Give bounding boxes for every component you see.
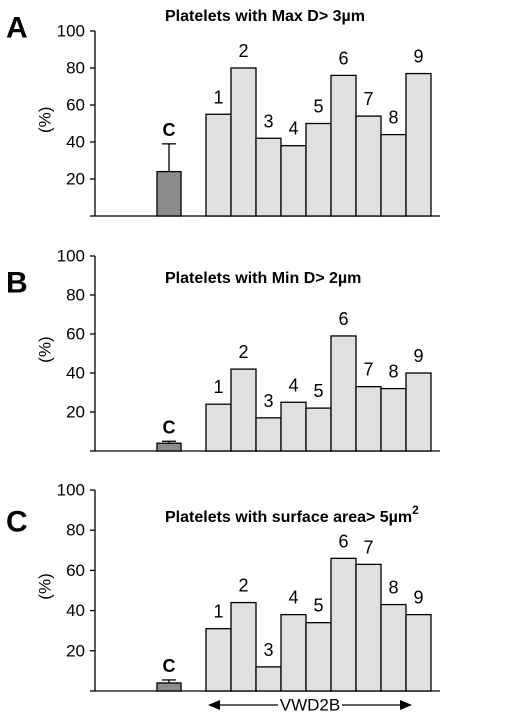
control-bar [156,682,182,692]
y-tick-label: 40 [66,133,85,152]
bar-9 [405,372,432,452]
bar-label-9: 9 [413,588,423,608]
bar-8 [380,133,407,217]
chart-title: Platelets with surface area> 5µm2 [165,503,419,526]
y-tick-label: 20 [66,403,85,422]
bar-label-8: 8 [388,578,398,598]
y-tick-label: 40 [66,601,85,620]
y-axis-label: (%) [36,336,55,362]
arrow-right-head-icon [400,700,412,710]
chart-panel-c: C Platelets with surface area> 5µm2(%)204… [6,481,440,715]
bar-label-7: 7 [363,360,373,380]
chart-panel-b: B Platelets with Min D> 2µm (%) 20 40 60 80 100… [6,247,440,452]
bar-4 [280,401,307,452]
bar-label-8: 8 [388,108,398,128]
control-label: C [163,417,176,437]
y-axis-label: (%) [36,107,55,133]
y-tick-label: 100 [57,247,85,266]
y-axis-label: (%) [36,573,55,599]
bar-6 [330,557,357,692]
bar-label-2: 2 [238,342,248,362]
bar-label-5: 5 [313,596,323,616]
bar-label-6: 6 [338,48,348,68]
bar-1 [205,403,232,452]
bar-5 [305,122,332,217]
bar-label-3: 3 [263,640,273,660]
bar-6 [330,74,357,217]
bar-8 [380,603,407,692]
bar-label-5: 5 [313,381,323,401]
y-tick-label: 60 [66,96,85,115]
bar-label-7: 7 [363,89,373,109]
bar-label-4: 4 [288,588,298,608]
y-tick-label: 100 [57,22,85,41]
panel-letter: A [6,12,28,45]
bar-6 [330,335,357,452]
bar-3 [255,137,282,217]
y-tick-label: 100 [57,481,85,500]
chart-title-text: Platelets with Min D> 2µm [165,270,361,287]
panel-letter: B [6,267,28,300]
bar-7 [355,115,382,217]
bar-3 [255,666,282,692]
bar-5 [305,622,332,692]
bar-label-4: 4 [288,119,298,139]
bar-2 [230,67,257,217]
chart-panel-a: A Platelets with Max D> 3µm (%) 20 40 60 80 100… [6,8,440,217]
y-tick-label: 60 [66,561,85,580]
chart-title: Platelets with Max D> 3µm [165,8,365,25]
arrow-left-head-icon [208,700,220,710]
bar-3 [255,417,282,452]
control-label: C [163,656,176,676]
y-tick-label: 20 [66,641,85,660]
bar-2 [230,368,257,452]
bar-9 [405,72,432,217]
bar-label-4: 4 [288,375,298,395]
bar-4 [280,613,307,692]
bar-label-2: 2 [238,576,248,596]
chart-title-text: Platelets with Max D> 3µm [165,8,365,25]
control-bar [156,442,182,452]
bar-1 [205,628,232,692]
bar-label-8: 8 [388,362,398,382]
bar-label-1: 1 [213,87,223,107]
y-tick-label: 80 [66,286,85,305]
bar-label-9: 9 [413,47,423,67]
panel-letter: C [6,506,28,539]
chart-title-text: Platelets with surface area> 5µm [165,509,412,526]
bar-label-1: 1 [213,602,223,622]
bar-label-3: 3 [263,111,273,131]
bar-label-7: 7 [363,537,373,557]
bar-1 [205,113,232,217]
bar-label-6: 6 [338,531,348,551]
bar-4 [280,145,307,217]
bar-8 [380,387,407,452]
chart-title-superscript: 2 [412,503,419,517]
x-axis-label: VWD2B [280,696,340,715]
bar-label-5: 5 [313,97,323,117]
control-label: C [163,120,176,140]
y-tick-label: 80 [66,521,85,540]
bar-9 [405,613,432,692]
y-tick-label: 20 [66,170,85,189]
y-tick-label: 60 [66,325,85,344]
bar-7 [355,563,382,692]
y-tick-label: 80 [66,59,85,78]
bar-label-9: 9 [413,346,423,366]
bar-label-3: 3 [263,391,273,411]
bar-7 [355,385,382,452]
y-tick-label: 40 [66,364,85,383]
bar-2 [230,601,257,692]
bar-label-6: 6 [338,309,348,329]
control-bar [156,170,182,217]
bar-label-1: 1 [213,377,223,397]
bar-label-2: 2 [238,41,248,61]
chart-title: Platelets with Min D> 2µm [165,270,361,287]
bar-5 [305,407,332,452]
